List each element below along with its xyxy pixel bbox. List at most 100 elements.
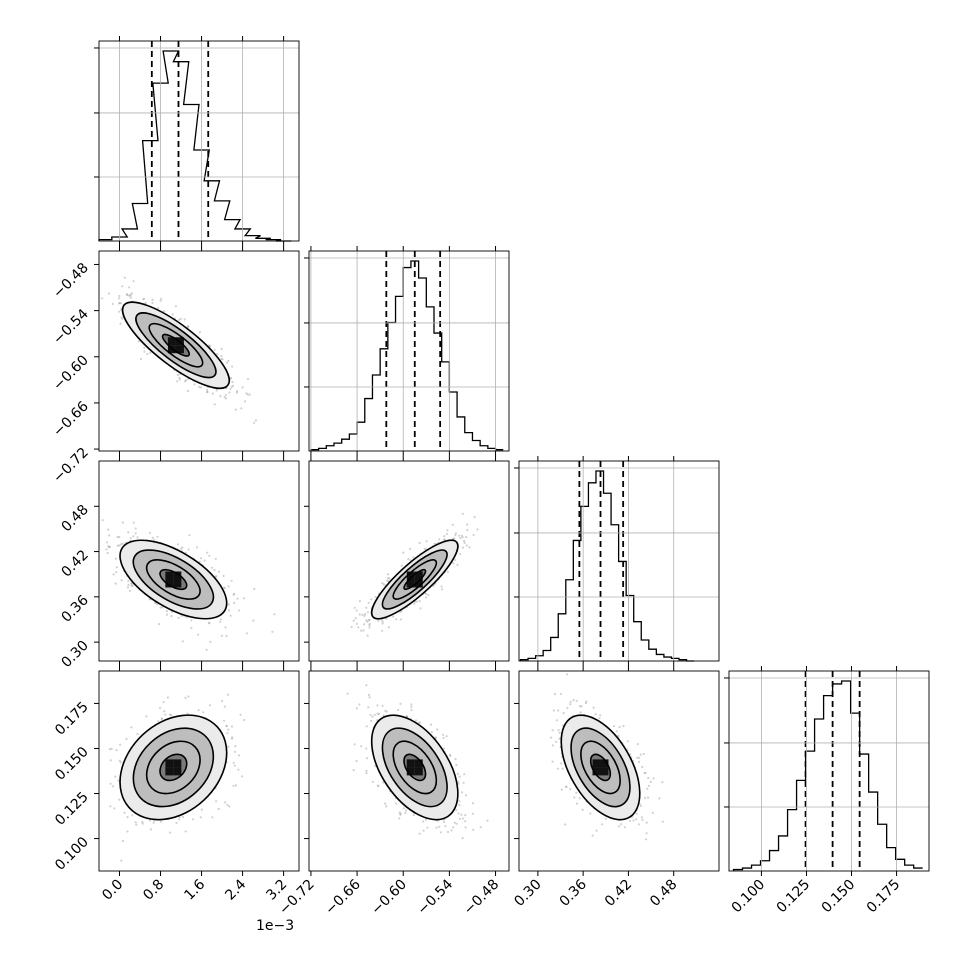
scatter-point bbox=[128, 286, 131, 289]
scatter-point bbox=[385, 617, 388, 620]
scatter-point bbox=[585, 700, 588, 703]
scatter-point bbox=[208, 704, 212, 707]
scatter-point bbox=[353, 743, 356, 746]
scatter-point bbox=[243, 597, 246, 600]
scatter-point bbox=[108, 545, 111, 549]
scatter-point bbox=[385, 805, 388, 808]
scatter-point bbox=[169, 831, 172, 834]
scatter-point bbox=[355, 707, 358, 710]
scatter-point bbox=[453, 537, 456, 540]
scatter-point bbox=[560, 788, 563, 791]
scatter-point bbox=[455, 822, 458, 825]
scatter-point bbox=[101, 297, 104, 300]
scatter-point bbox=[220, 357, 223, 360]
scatter-point bbox=[430, 731, 433, 734]
scatter-point bbox=[407, 558, 410, 561]
scatter-point bbox=[159, 606, 162, 609]
scatter-point bbox=[639, 804, 643, 808]
scatter-point bbox=[180, 547, 183, 550]
scatter-point bbox=[142, 298, 145, 301]
scatter-point bbox=[121, 542, 124, 545]
scatter-point bbox=[458, 775, 461, 778]
scatter-point bbox=[381, 629, 384, 632]
scatter-point bbox=[230, 376, 233, 380]
scatter-point bbox=[114, 582, 117, 585]
scatter-point bbox=[114, 557, 117, 560]
scatter-point bbox=[398, 817, 401, 820]
scatter-point bbox=[365, 769, 368, 773]
scatter-point bbox=[358, 703, 361, 706]
scatter-point bbox=[213, 569, 216, 572]
scatter-point bbox=[399, 618, 402, 621]
scatter-point bbox=[224, 626, 227, 629]
scatter-point bbox=[395, 802, 398, 805]
scatter-point bbox=[241, 386, 244, 389]
scatter-point bbox=[361, 613, 364, 616]
scatter-point bbox=[466, 528, 469, 532]
scatter-point bbox=[187, 695, 190, 698]
scatter-point bbox=[105, 548, 108, 551]
scatter-point bbox=[592, 706, 595, 709]
scatter-point bbox=[182, 815, 185, 819]
scatter-point bbox=[120, 859, 123, 862]
scatter-point bbox=[118, 294, 121, 298]
scatter-point bbox=[459, 552, 462, 556]
scatter-point bbox=[399, 813, 402, 816]
scatter-point bbox=[569, 788, 572, 791]
scatter-point bbox=[399, 812, 402, 815]
scatter-point bbox=[424, 818, 427, 821]
scatter-point bbox=[111, 302, 114, 306]
scatter-point bbox=[219, 618, 222, 621]
scatter-point bbox=[464, 814, 467, 817]
scatter-point bbox=[219, 620, 222, 623]
scatter-point bbox=[112, 785, 115, 788]
scatter-point bbox=[149, 828, 152, 831]
scatter-point bbox=[211, 392, 214, 395]
scatter-point bbox=[455, 809, 458, 812]
scatter-point bbox=[156, 535, 159, 538]
scatter-point bbox=[108, 748, 111, 751]
scatter-point bbox=[410, 705, 413, 708]
scatter-point bbox=[187, 389, 190, 393]
scatter-point bbox=[130, 582, 133, 585]
scatter-point bbox=[225, 634, 228, 638]
scatter-point bbox=[370, 598, 373, 601]
scatter-point bbox=[376, 704, 379, 707]
scatter-point bbox=[569, 700, 572, 704]
scatter-point bbox=[425, 596, 428, 599]
scatter-point bbox=[638, 756, 641, 759]
scatter-point bbox=[464, 826, 467, 829]
scatter-point bbox=[208, 621, 211, 624]
scatter-point bbox=[224, 801, 227, 804]
scatter-point bbox=[144, 301, 147, 304]
scatter-point bbox=[151, 298, 154, 301]
scatter-point bbox=[360, 745, 363, 748]
scatter-point bbox=[434, 736, 437, 739]
scatter-point bbox=[462, 539, 466, 543]
scatter-point bbox=[461, 512, 464, 516]
scatter-point bbox=[129, 293, 132, 296]
scatter-point bbox=[143, 350, 146, 353]
scatter-point bbox=[205, 648, 208, 651]
scatter-point bbox=[445, 735, 448, 738]
scatter-point bbox=[373, 713, 376, 716]
scatter-point bbox=[647, 776, 650, 780]
scatter-point bbox=[353, 606, 356, 609]
scatter-point bbox=[190, 619, 193, 622]
scatter-point bbox=[227, 609, 231, 612]
scatter-point bbox=[363, 623, 366, 626]
scatter-point bbox=[354, 617, 357, 620]
scatter-point bbox=[164, 713, 167, 716]
scatter-point bbox=[424, 592, 427, 596]
scatter-point bbox=[226, 361, 229, 364]
scatter-point bbox=[429, 723, 433, 726]
scatter-point bbox=[454, 758, 457, 761]
scatter-point bbox=[460, 813, 463, 816]
scatter-point bbox=[184, 551, 187, 554]
scatter-point bbox=[238, 609, 241, 612]
scatter-point bbox=[159, 299, 162, 302]
scatter-point bbox=[350, 625, 353, 629]
scatter-point bbox=[386, 573, 390, 576]
scatter-point bbox=[219, 394, 222, 398]
scatter-point bbox=[426, 826, 429, 829]
